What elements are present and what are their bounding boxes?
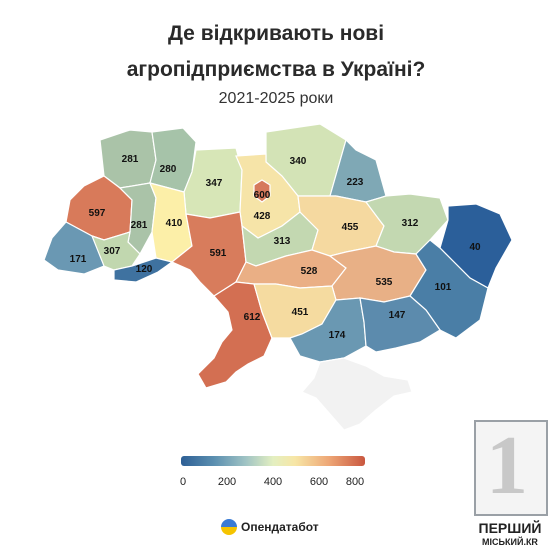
label-kherson: 174 [329, 330, 346, 341]
label-lviv: 597 [89, 208, 106, 219]
label-mykolaiv: 451 [292, 307, 309, 318]
legend-tick-600: 600 [309, 476, 329, 488]
label-cherkasy: 313 [274, 236, 291, 247]
color-scale-legend [181, 456, 365, 466]
label-zakarpattia: 171 [70, 254, 87, 265]
label-sumy: 223 [347, 177, 364, 188]
label-volyn: 281 [122, 154, 139, 165]
label-chernivtsi: 120 [136, 264, 153, 275]
logo-subtitle: МІСЬКИЙ.КR [482, 537, 538, 547]
label-kharkiv: 312 [402, 218, 419, 229]
label-zaporizhzhia: 147 [389, 310, 406, 321]
label-chernihiv: 340 [290, 156, 307, 167]
label-rivne: 280 [160, 164, 177, 175]
brand-name: Опендатабот [241, 520, 319, 534]
brand: Опендатабот [221, 519, 319, 535]
chart-subtitle: 2021-2025 роки [218, 90, 334, 107]
logo-title: ПЕРШИЙ [478, 520, 542, 536]
label-kirovohrad: 528 [301, 266, 318, 277]
region-chernivtsi[interactable] [113, 257, 174, 283]
label-ternopil: 281 [131, 220, 148, 231]
logo-frame [474, 420, 548, 516]
region-ivano-frankivsk[interactable] [90, 231, 141, 271]
region-crimea[interactable] [301, 357, 413, 431]
legend-tick-800: 800 [345, 476, 365, 488]
legend-tick-200: 200 [217, 476, 237, 488]
label-kyiv-oblast: 428 [254, 211, 271, 222]
legend-tick-400: 400 [263, 476, 283, 488]
label-ivano-frankivsk: 307 [104, 246, 121, 257]
label-luhansk: 40 [469, 242, 481, 253]
label-kyiv-city: 600 [254, 190, 271, 201]
label-zhytomyr: 347 [206, 178, 223, 189]
region-kyiv-city[interactable] [253, 179, 271, 203]
pershyi-miskyi-logo: 1 ПЕРШИЙ МІСЬКИЙ.КR [470, 419, 550, 550]
label-poltava: 455 [342, 222, 359, 233]
label-donetsk: 101 [435, 282, 452, 293]
opendatabot-logo-icon [221, 519, 237, 535]
label-vinnytsia: 591 [210, 248, 227, 259]
label-khmelnytskyi: 410 [166, 218, 183, 229]
chart-title-line2: агропідприємства в Україні? [126, 58, 426, 81]
logo-numeral: 1 [486, 419, 528, 512]
legend-tick-0: 0 [179, 476, 187, 488]
label-dnipro: 535 [376, 277, 393, 288]
region-zaporizhzhia[interactable] [359, 295, 441, 353]
chart-title-line1: Де відкривають нові [167, 22, 385, 45]
label-odesa: 612 [244, 312, 261, 323]
